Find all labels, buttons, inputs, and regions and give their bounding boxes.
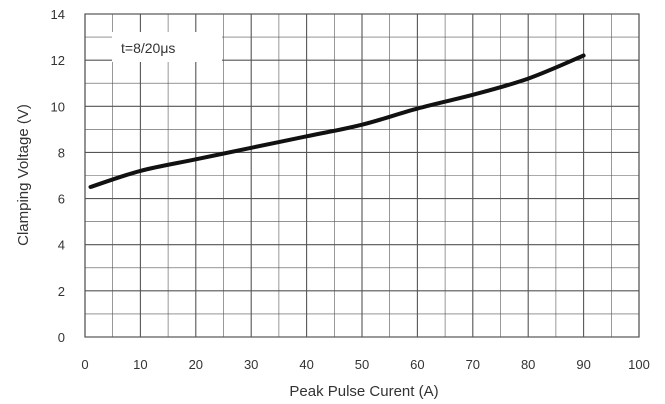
grid <box>84 13 640 338</box>
x-tick-label: 60 <box>410 357 424 372</box>
x-tick-label: 50 <box>355 357 369 372</box>
x-tick-label: 0 <box>81 357 88 372</box>
x-axis-title: Peak Pulse Curent (A) <box>289 383 438 400</box>
annotation-box <box>112 32 222 62</box>
y-tick-labels: 0 2 4 6 8 10 12 14 <box>51 7 65 345</box>
annotation-label: t=8/20μs <box>121 40 175 56</box>
x-tick-label: 10 <box>133 357 147 372</box>
x-tick-label: 70 <box>466 357 480 372</box>
y-tick-label: 0 <box>58 330 65 345</box>
plot-frame <box>84 13 640 338</box>
y-tick-label: 8 <box>58 145 65 160</box>
x-tick-label: 30 <box>244 357 258 372</box>
series-group <box>88 53 586 189</box>
y-tick-label: 14 <box>51 7 65 22</box>
y-tick-label: 6 <box>58 192 65 207</box>
x-tick-label: 80 <box>521 357 535 372</box>
x-tick-label: 100 <box>628 357 650 372</box>
series-line <box>88 53 586 189</box>
x-tick-label: 20 <box>189 357 203 372</box>
x-tick-labels: 0 10 20 30 40 50 60 70 80 90 100 <box>81 357 649 372</box>
y-tick-label: 10 <box>51 99 65 114</box>
y-tick-label: 4 <box>58 238 65 253</box>
y-axis-title: Clamping Voltage (V) <box>15 104 32 246</box>
y-tick-label: 2 <box>58 284 65 299</box>
x-tick-label: 90 <box>576 357 590 372</box>
x-tick-label: 40 <box>299 357 313 372</box>
y-tick-label: 12 <box>51 53 65 68</box>
